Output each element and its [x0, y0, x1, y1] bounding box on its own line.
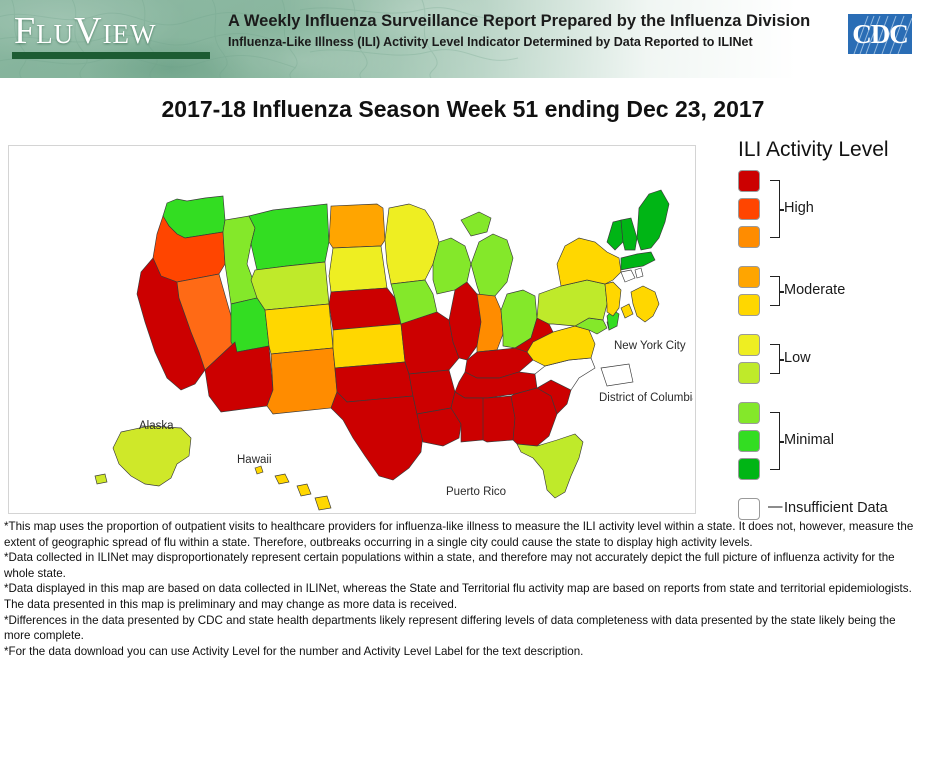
- state-pa[interactable]: Pennsylvania: [536, 279, 608, 327]
- state-dc[interactable]: District of Columbia: [600, 363, 634, 387]
- legend-swatch-moderate-1: [738, 266, 760, 288]
- state-ak[interactable]: Alaska: [94, 425, 192, 487]
- state-nd[interactable]: North Dakota: [328, 203, 386, 249]
- fluview-wordmark: FluView: [14, 10, 157, 52]
- legend-swatch-low-1: [738, 334, 760, 356]
- state-ma[interactable]: Massachusetts: [620, 251, 656, 271]
- footnote-4: *Differences in the data presented by CD…: [4, 613, 896, 643]
- state-hi[interactable]: Hawaii: [254, 465, 332, 511]
- map-label-hawaii: Hawaii: [237, 454, 272, 466]
- legend-swatch-moderate-2: [738, 294, 760, 316]
- state-fl[interactable]: Florida: [516, 433, 584, 499]
- header-title-primary: A Weekly Influenza Surveillance Report P…: [228, 12, 811, 30]
- state-ks[interactable]: Kansas: [332, 323, 406, 369]
- legend-bracket-tie-low: [780, 359, 784, 361]
- legend-insufficient-dash: —: [768, 499, 783, 515]
- state-ri[interactable]: Rhode Island: [634, 267, 644, 279]
- legend-bracket-high: [770, 180, 780, 238]
- map-label-new-york-city: New York City: [614, 340, 686, 352]
- legend-bracket-moderate: [770, 276, 780, 306]
- footnote-5: *For the data download you can use Activ…: [4, 644, 584, 658]
- legend-bracket-tie-high: [780, 209, 784, 211]
- legend-swatch-high-3: [738, 226, 760, 248]
- legend-label-high: High: [784, 200, 814, 216]
- map-label-district-of-columbia: District of Columbia: [599, 392, 693, 404]
- us-choropleth-map: WashingtonOregonCaliforniaNevadaIdahoMon…: [94, 189, 693, 511]
- state-al[interactable]: Alabama: [482, 395, 516, 443]
- footnotes: *This map uses the proportion of outpati…: [4, 519, 922, 659]
- state-vt[interactable]: Vermont: [606, 219, 624, 251]
- state-in[interactable]: Indiana: [476, 293, 504, 353]
- legend-title: ILI Activity Level: [738, 138, 889, 161]
- state-nj[interactable]: New Jersey: [604, 281, 622, 317]
- state-co[interactable]: Colorado: [264, 303, 334, 355]
- legend-bracket-low: [770, 344, 780, 374]
- state-wi[interactable]: Wisconsin: [432, 237, 472, 295]
- legend-swatch-high-2: [738, 198, 760, 220]
- footnote-3: *Data displayed in this map are based on…: [4, 582, 912, 611]
- state-il[interactable]: Illinois: [448, 281, 482, 361]
- state-or[interactable]: Oregon: [152, 215, 226, 283]
- legend-bracket-tie-minimal: [780, 441, 784, 443]
- page-header: FluView A Weekly Influenza Surveillance …: [0, 0, 926, 78]
- header-title-secondary: Influenza-Like Illness (ILI) Activity Le…: [228, 35, 753, 49]
- state-ct[interactable]: Connecticut: [620, 269, 636, 283]
- state-ny[interactable]: New York: [556, 237, 622, 287]
- footnote-1: *This map uses the proportion of outpati…: [4, 520, 914, 549]
- legend-swatch-insufficient-data: [738, 498, 760, 520]
- state-nyc[interactable]: New York City: [620, 285, 660, 323]
- state-ar[interactable]: Arkansas: [408, 369, 456, 415]
- footnote-2: *Data collected in ILINet may disproport…: [4, 551, 895, 580]
- state-sd[interactable]: South Dakota: [328, 245, 388, 293]
- state-me[interactable]: Maine: [636, 189, 670, 251]
- state-wv[interactable]: West Virginia: [514, 317, 554, 353]
- legend-swatch-high-1: [738, 170, 760, 192]
- map-label-alaska: Alaska: [139, 420, 174, 432]
- map-label-puerto-rico: Puerto Rico: [446, 486, 506, 498]
- legend-label-low: Low: [784, 350, 811, 366]
- legend-body: High Moderate Low Minimal — Insufficient Data: [726, 170, 926, 520]
- state-mn[interactable]: Minnesota: [384, 203, 440, 285]
- state-mi[interactable]: Michigan: [460, 211, 514, 299]
- state-mt[interactable]: Montana: [248, 203, 330, 271]
- legend-bracket-tie-moderate: [780, 291, 784, 293]
- fluview-underline-rule: [12, 52, 210, 59]
- state-id[interactable]: Idaho: [222, 215, 258, 305]
- cdc-logo: CDC: [848, 14, 912, 54]
- state-ne[interactable]: Nebraska: [328, 287, 402, 331]
- state-ga[interactable]: Georgia: [510, 387, 558, 447]
- page-title: 2017-18 Influenza Season Week 51 ending …: [161, 96, 765, 122]
- legend-swatch-minimal-2: [738, 430, 760, 452]
- legend-swatch-minimal-1: [738, 402, 760, 424]
- cdc-logo-streaks: [853, 15, 912, 54]
- legend-label-moderate: Moderate: [784, 282, 846, 298]
- map-legend: ILI Activity Level High Moderate Low Minima…: [726, 138, 926, 520]
- state-nh[interactable]: New Hampshire: [620, 217, 638, 251]
- legend-bracket-minimal: [770, 412, 780, 470]
- header-background: [0, 0, 926, 78]
- state-nm[interactable]: New Mexico: [266, 347, 338, 415]
- ili-activity-map-panel: WashingtonOregonCaliforniaNevadaIdahoMon…: [8, 145, 696, 514]
- legend-label-minimal: Minimal: [784, 432, 834, 448]
- state-wy[interactable]: Wyoming: [250, 261, 330, 311]
- state-tx[interactable]: Texas: [330, 391, 424, 481]
- state-ok[interactable]: Oklahoma: [334, 361, 414, 403]
- cdc-logo-text: CDC: [852, 18, 908, 49]
- legend-swatch-minimal-3: [738, 458, 760, 480]
- legend-label-insufficient-data: Insufficient Data: [784, 500, 888, 516]
- legend-swatch-low-2: [738, 362, 760, 384]
- header-map-texture: [0, 0, 519, 78]
